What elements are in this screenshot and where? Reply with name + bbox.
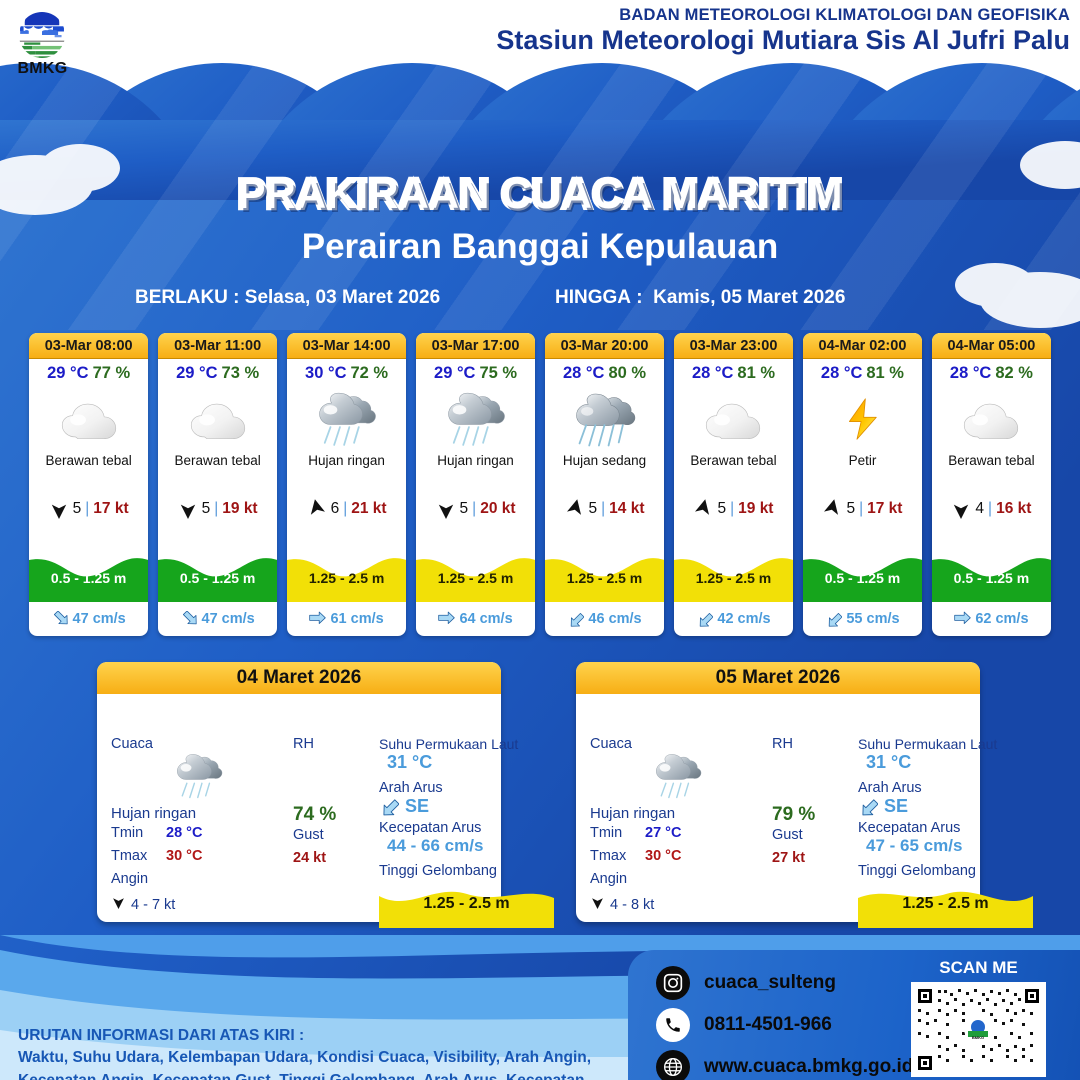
svg-text:BMKG: BMKG <box>972 1035 984 1040</box>
